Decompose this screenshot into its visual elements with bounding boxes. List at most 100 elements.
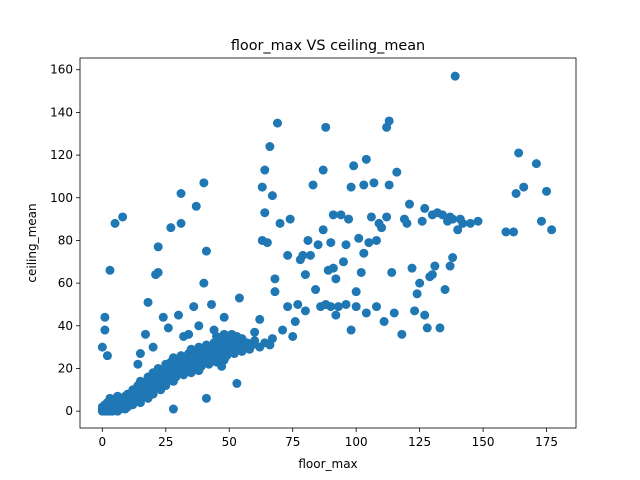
data-point xyxy=(435,323,445,333)
data-point xyxy=(257,182,267,192)
data-point xyxy=(308,180,318,190)
data-point xyxy=(509,227,519,237)
data-point xyxy=(300,306,310,316)
data-point xyxy=(465,218,475,228)
data-point xyxy=(501,227,511,237)
data-point xyxy=(100,325,110,335)
data-point xyxy=(191,201,201,211)
data-point xyxy=(97,342,107,352)
data-point xyxy=(536,216,546,226)
plot-area-frame xyxy=(79,57,577,429)
data-point xyxy=(143,297,153,307)
data-point xyxy=(338,257,348,267)
data-point xyxy=(206,299,216,309)
x-axis-label: floor_max xyxy=(298,457,357,471)
y-axis-label: ceiling_mean xyxy=(25,203,39,282)
data-point xyxy=(318,225,328,235)
y-tick-label: 100 xyxy=(50,191,73,205)
data-point xyxy=(163,323,173,333)
data-point xyxy=(402,218,412,228)
data-point xyxy=(148,342,158,352)
data-point xyxy=(118,212,128,222)
data-point xyxy=(300,270,310,280)
data-point xyxy=(404,199,414,209)
data-point xyxy=(285,214,295,224)
data-point xyxy=(331,310,341,320)
data-point xyxy=(359,248,369,258)
data-point xyxy=(379,317,389,327)
data-point xyxy=(275,218,285,228)
data-point xyxy=(166,223,176,233)
data-point xyxy=(168,404,178,414)
data-point xyxy=(219,312,229,322)
data-point xyxy=(364,238,374,248)
data-point xyxy=(173,310,183,320)
data-point xyxy=(531,159,541,169)
data-point xyxy=(384,180,394,190)
data-point xyxy=(234,293,244,303)
data-point xyxy=(420,310,430,320)
data-point xyxy=(272,118,282,128)
data-point xyxy=(318,165,328,175)
x-tick-label: 100 xyxy=(345,435,368,449)
x-tick-label: 0 xyxy=(99,435,107,449)
data-point xyxy=(331,274,341,284)
data-point xyxy=(260,208,270,218)
data-point xyxy=(313,240,323,250)
y-tick-label: 0 xyxy=(65,404,73,418)
data-point xyxy=(250,336,260,346)
data-point xyxy=(437,210,447,220)
data-point xyxy=(110,218,120,228)
chart-title: floor_max VS ceiling_mean xyxy=(231,38,425,54)
data-point xyxy=(265,142,275,152)
data-point xyxy=(448,253,458,263)
data-point xyxy=(321,122,331,132)
data-point xyxy=(361,154,371,164)
data-point xyxy=(346,182,356,192)
data-point xyxy=(427,270,437,280)
data-point xyxy=(415,278,425,288)
y-tick-label: 60 xyxy=(58,276,73,290)
x-tick-label: 75 xyxy=(285,435,300,449)
data-point xyxy=(305,250,315,260)
data-point xyxy=(430,261,440,271)
data-point xyxy=(270,274,280,284)
data-point xyxy=(349,161,359,171)
y-tick-label: 120 xyxy=(50,148,73,162)
data-point xyxy=(453,225,463,235)
data-point xyxy=(232,378,242,388)
data-point xyxy=(311,285,321,295)
data-point xyxy=(547,225,557,235)
data-point xyxy=(420,203,430,213)
data-point xyxy=(267,191,277,201)
data-point xyxy=(209,325,219,335)
data-point xyxy=(445,261,455,271)
y-tick-label: 20 xyxy=(58,361,73,375)
x-tick-label: 125 xyxy=(408,435,431,449)
data-point xyxy=(176,189,186,198)
data-point xyxy=(326,302,336,312)
y-tick-label: 80 xyxy=(58,233,73,247)
x-axis-ticks: 0 25 50 75 100 125 150 175 xyxy=(99,428,558,449)
data-point xyxy=(371,302,381,312)
data-point xyxy=(153,267,163,277)
data-point xyxy=(255,314,265,324)
data-point xyxy=(389,308,399,318)
data-point xyxy=(201,393,211,403)
data-point xyxy=(328,210,338,220)
data-point xyxy=(410,306,420,316)
data-point xyxy=(542,186,552,196)
data-point xyxy=(133,359,143,369)
data-point xyxy=(514,148,524,158)
data-point xyxy=(458,218,468,228)
data-point xyxy=(351,287,361,297)
data-point xyxy=(387,267,397,277)
data-point xyxy=(158,312,168,322)
data-point xyxy=(417,216,427,226)
data-point xyxy=(176,218,186,228)
data-point xyxy=(283,302,293,312)
data-point xyxy=(341,240,351,250)
data-point xyxy=(392,167,402,177)
data-point xyxy=(361,308,371,318)
